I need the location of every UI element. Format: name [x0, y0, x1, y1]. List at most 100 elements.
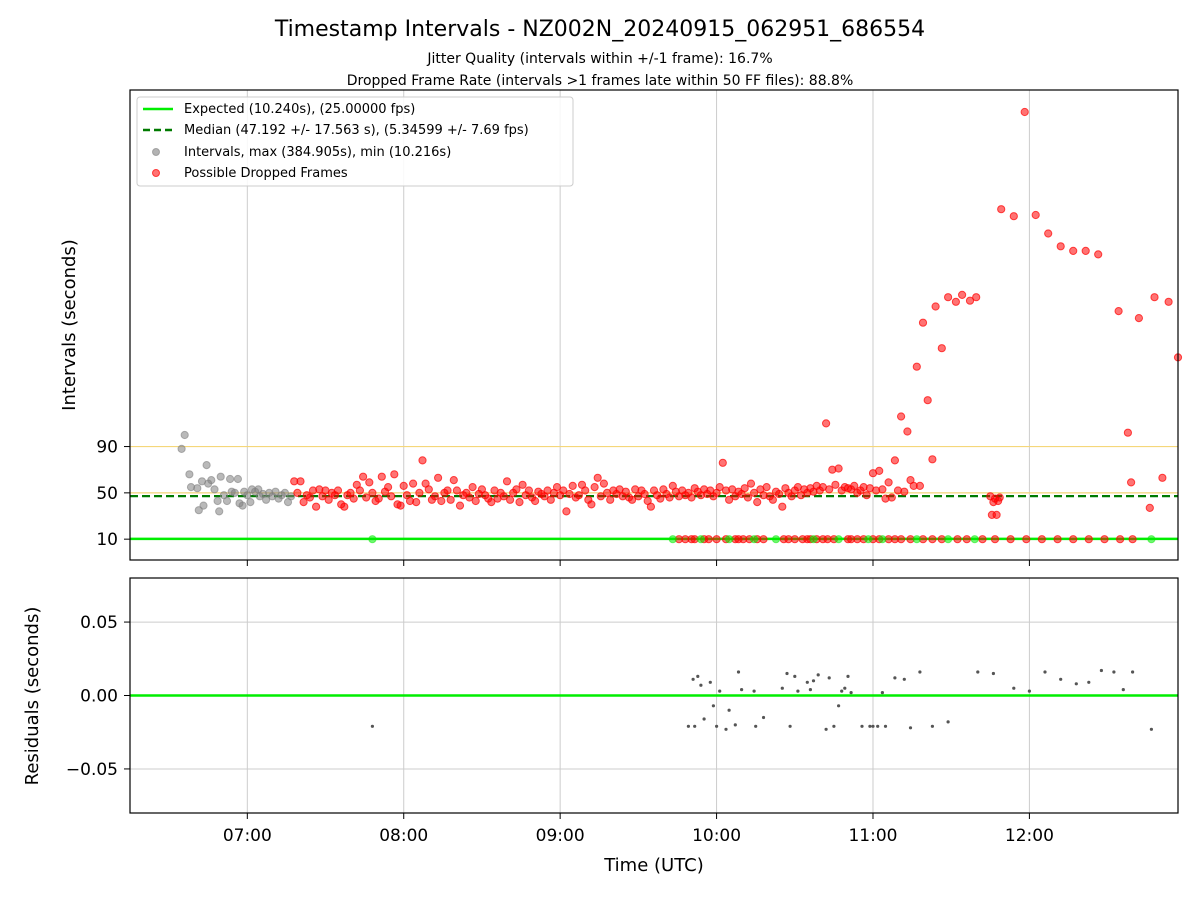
dropped-frame-point — [468, 483, 477, 492]
x-tick-label: 07:00 — [223, 826, 272, 846]
x-axis-label: Time (UTC) — [603, 855, 704, 876]
interval-point-baseline — [1147, 535, 1156, 544]
residual-point — [691, 677, 695, 681]
residual-point — [918, 670, 922, 674]
residual-point — [871, 724, 875, 728]
interval-point — [215, 507, 224, 516]
dropped-frame-point — [687, 493, 696, 502]
dropped-frame-point — [368, 488, 377, 497]
dropped-frame-point — [762, 483, 771, 492]
interval-point — [230, 488, 239, 497]
dropped-frame-point — [897, 412, 906, 421]
dropped-frame-point — [1081, 246, 1090, 255]
dropped-frame-point-baseline — [962, 535, 971, 544]
residuals-y-ticks: 0.05 0.00 −0.05 — [66, 613, 130, 780]
dropped-frame-point — [449, 476, 458, 485]
interval-point — [226, 474, 235, 484]
dropped-frame-point — [972, 293, 981, 302]
dropped-frame-point — [878, 485, 887, 494]
interval-point-baseline — [368, 535, 377, 544]
dropped-frame-point-baseline — [1022, 535, 1031, 544]
dropped-frame-point — [568, 481, 577, 490]
interval-point — [210, 485, 219, 494]
x-tick-label: 11:00 — [848, 826, 897, 846]
residual-point — [840, 689, 844, 693]
residual-point — [793, 674, 797, 679]
residual-point — [1074, 682, 1078, 686]
residual-point — [816, 673, 820, 677]
residual-point — [876, 724, 880, 728]
residuals-panel: 0.05 0.00 −0.05 07:00 08:00 09:00 10:00 11:00 1… — [22, 577, 1179, 876]
x-tick-label: 09:00 — [536, 826, 585, 846]
dropped-frame-point — [1031, 210, 1040, 220]
dropped-frame-point-baseline — [790, 535, 799, 544]
dropped-frame-point — [506, 495, 515, 504]
residual-point — [824, 727, 828, 731]
dropped-frame-point — [1044, 229, 1053, 238]
dropped-frame-point — [753, 498, 762, 507]
dropped-frame-point — [900, 487, 909, 496]
dropped-frame-point — [775, 489, 784, 499]
dropped-frame-point-baseline — [759, 535, 768, 544]
dropped-frame-point — [415, 488, 424, 497]
dropped-frame-point — [512, 485, 521, 494]
interval-point — [262, 495, 271, 504]
residual-point — [696, 674, 700, 679]
residual-point — [976, 670, 980, 674]
dropped-frame-point — [850, 481, 859, 490]
interval-point-baseline — [750, 535, 759, 544]
dropped-frame-point — [1150, 293, 1159, 302]
dropped-frame-point — [434, 473, 443, 482]
dropped-frame-point — [890, 456, 900, 465]
dropped-frame-point — [768, 495, 778, 504]
residual-point — [860, 724, 864, 728]
residual-point — [727, 708, 731, 712]
residuals-y-tick-label: −0.05 — [66, 760, 118, 780]
dropped-frame-point — [399, 481, 408, 490]
intervals-y-tick-label: 50 — [96, 484, 118, 504]
dropped-frame-point — [834, 464, 843, 473]
dropped-frame-point — [581, 486, 590, 495]
interval-point — [280, 488, 289, 497]
dropped-frame-point — [912, 362, 921, 371]
dropped-frame-point-baseline — [928, 535, 937, 544]
dropped-frame-point — [299, 498, 308, 507]
intervals-x-ticks — [246, 560, 1030, 566]
dropped-frame-point-baseline — [953, 535, 962, 544]
dropped-frame-point — [1158, 473, 1167, 482]
dropped-frame-point-baseline — [1084, 535, 1093, 544]
dropped-frame-point-baseline — [1116, 535, 1125, 544]
dropped-frame-point — [931, 302, 940, 311]
dropped-frame-point — [465, 493, 474, 502]
interval-point-baseline — [970, 535, 979, 544]
interval-point-baseline — [696, 535, 706, 544]
dropped-frame-point — [740, 484, 749, 493]
dropped-frame-point — [499, 492, 508, 501]
residual-point — [693, 724, 697, 728]
dropped-frame-point — [599, 479, 609, 488]
dropped-frame-point — [362, 493, 371, 502]
dropped-frame-point — [965, 296, 975, 305]
dropped-frame-point — [1069, 246, 1078, 255]
legend-dropped-label: Possible Dropped Frames — [184, 166, 348, 181]
dropped-frame-point — [875, 466, 884, 475]
interval-point-baseline — [864, 535, 873, 544]
residual-point — [1059, 677, 1063, 681]
dropped-frame-point — [412, 498, 421, 507]
interval-point-baseline — [944, 535, 953, 544]
residuals-points — [370, 668, 1153, 731]
dropped-frame-point — [559, 486, 568, 495]
dropped-frame-point-baseline — [1037, 535, 1047, 544]
dropped-frame-point — [593, 473, 602, 482]
dropped-frame-point — [590, 483, 599, 492]
intervals-y-tick-label: 10 — [96, 530, 118, 550]
residual-point — [991, 671, 996, 676]
dropped-frame-point — [390, 470, 399, 479]
intervals-y-tick-label: 90 — [96, 438, 118, 458]
interval-point — [222, 496, 232, 506]
dropped-frame-point — [574, 491, 584, 500]
intervals-y-axis-label: Intervals (seconds) — [59, 239, 80, 411]
dropped-frame-point — [387, 492, 396, 501]
interval-point — [180, 430, 189, 440]
